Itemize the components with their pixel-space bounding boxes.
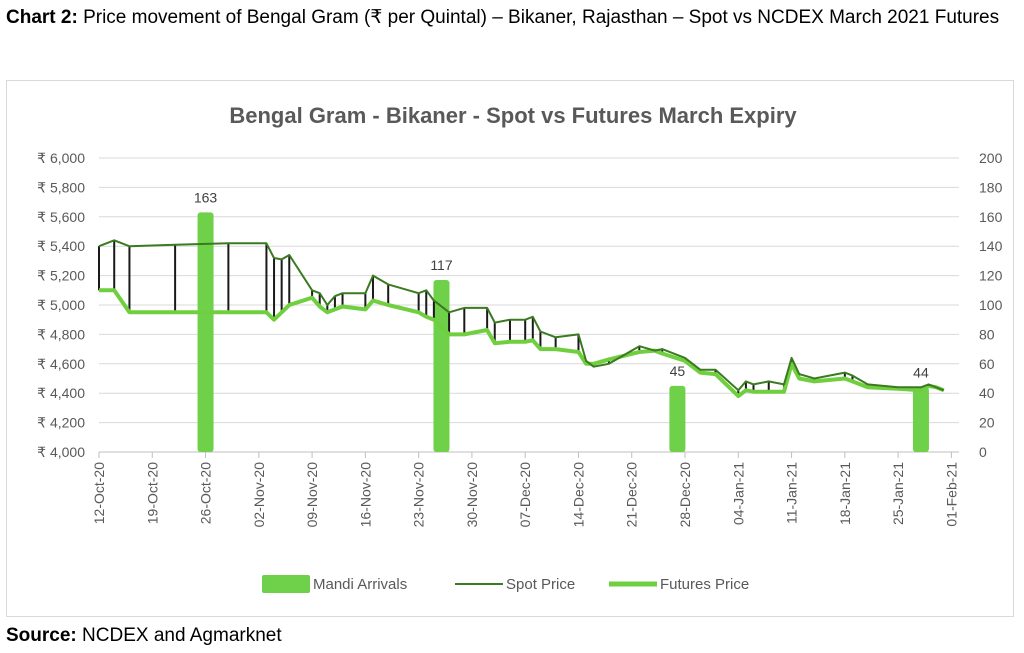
chart-legend: Mandi Arrivals Spot Price Futures Price [262,575,749,593]
chart-caption: Chart 2: Price movement of Bengal Gram (… [6,4,1016,32]
chart-svg: Bengal Gram - Bikaner - Spot vs Futures … [37,103,1003,593]
x-tick-label: 02-Nov-20 [251,462,267,528]
x-tick-label: 16-Nov-20 [357,462,373,528]
x-axis: 12-Oct-20 19-Oct-20 26-Oct-20 02-Nov-20 09-N… [91,451,959,528]
x-tick-label: 14-Dec-20 [570,462,586,528]
left-tick-label: ₹ 5,200 [37,268,85,284]
left-tick-label: ₹ 4,800 [37,326,85,342]
arrival-value-label: 45 [670,363,686,379]
arrival-bar [912,387,929,452]
x-tick-label: 18-Jan-21 [837,462,853,525]
right-tick-label: 40 [979,385,995,401]
right-tick-label: 180 [979,179,1003,195]
arrival-value-label: 163 [194,189,218,205]
left-tick-label: ₹ 5,600 [37,209,85,225]
left-tick-label: ₹ 5,000 [37,297,85,313]
source-text: NCDEX and Agmarknet [82,625,282,646]
grid-lines [99,157,959,453]
arrival-value-label: 117 [430,257,453,273]
legend-arrivals-label: Mandi Arrivals [313,576,407,593]
left-axis: ₹ 4,000 ₹ 4,200 ₹ 4,400 ₹ 4,600 ₹ 4,800 ₹ 5,0… [37,150,85,460]
right-axis: 0 20 40 60 80 100 120 140 160 180 200 [979,150,1003,460]
source-label: Source: [6,625,77,646]
left-tick-label: ₹ 4,600 [37,356,85,372]
spot-price-line [98,239,945,392]
legend-futures-label: Futures Price [660,576,749,593]
arrival-bar [669,385,686,452]
chart-frame: Bengal Gram - Bikaner - Spot vs Futures … [6,80,1014,617]
x-tick-label: 04-Jan-21 [730,462,746,525]
right-tick-label: 80 [979,326,995,342]
left-tick-label: ₹ 5,800 [37,179,85,195]
x-tick-label: 23-Nov-20 [411,462,427,528]
x-tick-label: 19-Oct-20 [144,462,160,524]
arrival-bars [197,212,929,452]
right-tick-label: 0 [979,444,987,460]
x-tick-label: 11-Jan-21 [784,462,800,524]
x-tick-label: 25-Jan-21 [890,462,906,525]
x-tick-label: 01-Feb-21 [943,462,959,527]
x-tick-label: 28-Dec-20 [677,462,693,528]
right-tick-label: 200 [979,150,1003,166]
legend-arrivals-swatch [262,575,310,593]
right-tick-label: 160 [979,209,1003,225]
right-tick-label: 140 [979,238,1003,254]
x-tick-label: 09-Nov-20 [304,462,320,528]
chart-title: Bengal Gram - Bikaner - Spot vs Futures … [229,103,797,128]
caption-text: Price movement of Bengal Gram (₹ per Qui… [83,7,1000,28]
x-tick-label: 07-Dec-20 [517,462,533,528]
left-tick-label: ₹ 4,200 [37,415,85,431]
right-tick-label: 60 [979,356,995,372]
left-tick-label: ₹ 4,000 [37,444,85,460]
right-tick-label: 100 [979,297,1003,313]
right-tick-label: 20 [979,415,995,431]
x-tick-label: 26-Oct-20 [198,462,214,524]
x-tick-label: 21-Dec-20 [624,462,640,528]
futures-price-line [99,288,945,399]
source-note: Source: NCDEX and Agmarknet [6,622,282,650]
data-labels: 163 117 45 44 [194,189,929,380]
left-tick-label: ₹ 6,000 [37,150,85,166]
price-lines [98,239,945,399]
right-tick-label: 120 [979,268,1003,284]
arrival-value-label: 44 [913,364,929,380]
caption-label: Chart 2: [6,7,78,28]
left-tick-label: ₹ 4,400 [37,385,85,401]
x-tick-label: 12-Oct-20 [91,462,107,524]
left-tick-label: ₹ 5,400 [37,238,85,254]
legend-spot-label: Spot Price [506,576,575,593]
x-tick-label: 30-Nov-20 [464,462,480,528]
arrival-bar [197,212,214,452]
